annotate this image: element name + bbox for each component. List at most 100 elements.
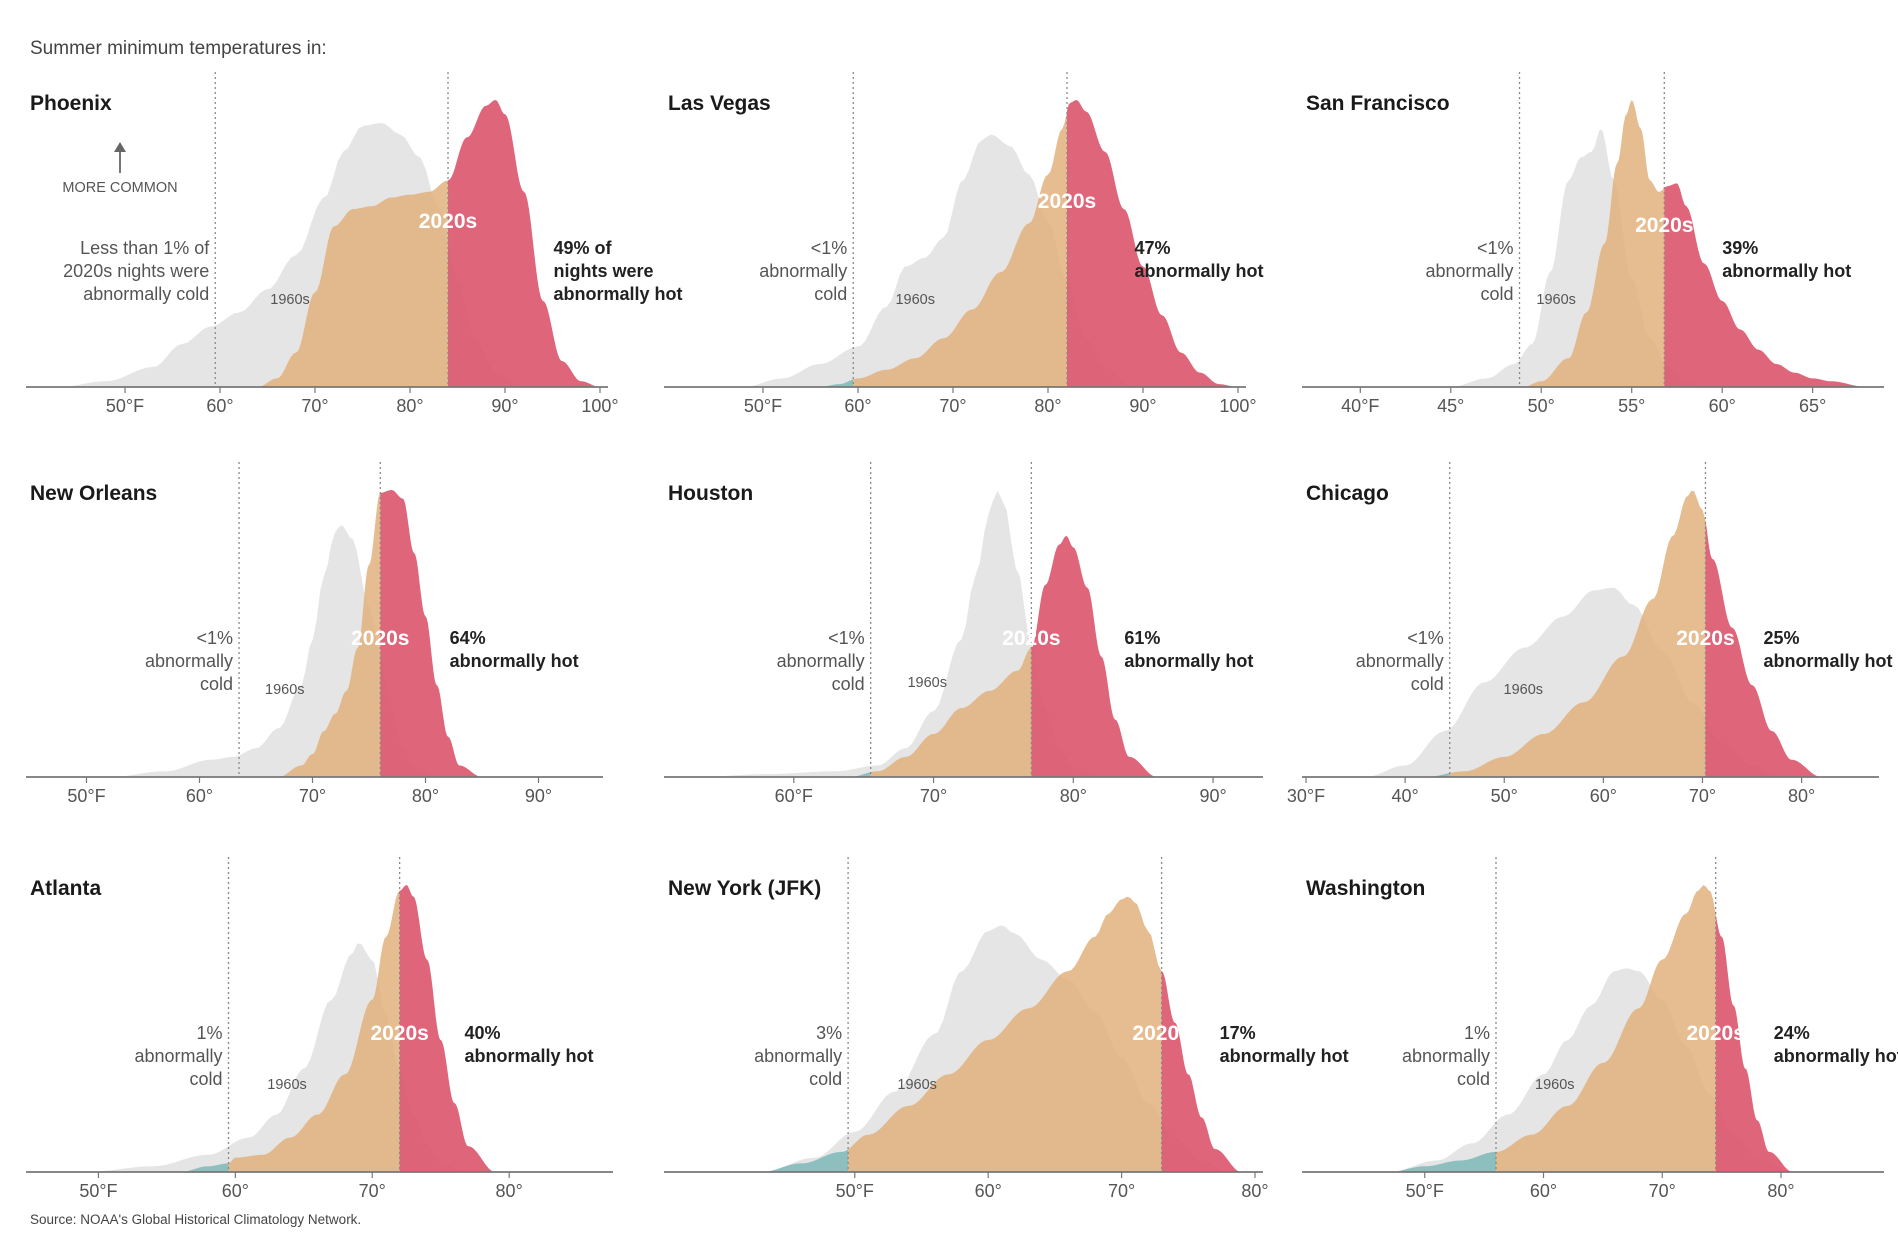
hot-area — [448, 100, 600, 387]
chart-title: Houston — [668, 482, 754, 505]
old-decade-label: 1960s — [1503, 682, 1544, 698]
x-tick-label: 80° — [1788, 786, 1815, 806]
hot-annotation: 39% abnormally hot — [1722, 238, 1852, 281]
x-tick-label: 80° — [1767, 1181, 1794, 1201]
x-tick-label: 90° — [1199, 786, 1226, 806]
chart-title: Atlanta — [30, 877, 102, 900]
cold-annotation: <1% abnormally cold — [759, 238, 848, 304]
cold-area — [849, 772, 871, 777]
old-decade-label: 1960s — [897, 1077, 937, 1093]
normal-area — [870, 647, 1032, 777]
normal-area — [228, 890, 400, 1172]
hot-area — [1161, 971, 1242, 1172]
x-tick-label: 60° — [975, 1181, 1002, 1201]
x-tick-label: 50° — [1491, 786, 1518, 806]
more-common-label: MORE COMMON — [62, 180, 178, 196]
old-decade-label: 1960s — [1536, 292, 1576, 308]
chart-title: Washington — [1306, 877, 1426, 900]
x-tick-label: 70° — [301, 396, 328, 416]
x-tick-label: 50°F — [79, 1181, 117, 1201]
old-decade-label: 1960s — [895, 292, 935, 308]
old-decade-label: 1960s — [907, 675, 947, 691]
hot-annotation: 49% of nights were abnormally hot — [553, 238, 683, 304]
up-arrow-icon — [114, 142, 126, 173]
cold-annotation: 1% abnormally cold — [1401, 1023, 1490, 1089]
old-decade-label: 1960s — [1535, 1077, 1575, 1093]
new-decade-label: 2020s — [418, 210, 478, 233]
cold-annotation: <1% abnormally cold — [1355, 628, 1444, 694]
new-decade-label: 2020s — [1686, 1022, 1745, 1045]
x-tick-label: 50°F — [836, 1181, 874, 1201]
x-tick-label: 50° — [1528, 396, 1555, 416]
hot-area — [1067, 100, 1238, 387]
new-decade-label: 2020s — [1676, 627, 1735, 650]
x-tick-label: 60°F — [775, 786, 813, 806]
cold-annotation: 1% abnormally cold — [134, 1023, 223, 1089]
x-tick-label: 60° — [222, 1181, 249, 1201]
cold-area — [1389, 1151, 1496, 1172]
hot-annotation: 61% abnormally hot — [1124, 628, 1254, 671]
x-tick-label: 30°F — [1287, 786, 1325, 806]
hot-area — [1664, 183, 1867, 387]
new-decade-label: 2020s — [370, 1022, 429, 1045]
density-chart-washington: 50°F 60° 70° 80° — [1302, 857, 1884, 1201]
cold-area — [180, 1163, 229, 1172]
x-tick-label: 65° — [1799, 396, 1826, 416]
normal-area — [1496, 885, 1716, 1172]
panel-new-orleans: 50°F 60° 70° 80° 90° New Orleans <1% abnormally… — [26, 462, 630, 852]
chart-intro: Summer minimum temperatures in: — [30, 38, 327, 59]
x-tick-label: 50°F — [67, 786, 105, 806]
hot-area — [1715, 913, 1793, 1172]
new-decade-label: 2020s — [351, 627, 410, 650]
hot-annotation: 64% abnormally hot — [449, 628, 579, 671]
x-tick-label: 60° — [186, 786, 213, 806]
x-tick-label: 70° — [939, 396, 966, 416]
x-tick-label: 80° — [396, 396, 423, 416]
chart-title: New York (JFK) — [668, 877, 822, 900]
density-chart-las-vegas: 50°F 60° 70° 80° 90° 100° — [664, 72, 1257, 416]
x-tick-label: 50°F — [106, 396, 144, 416]
normal-area — [258, 180, 448, 387]
x-tick-label: 60° — [1590, 786, 1617, 806]
chart-title: Phoenix — [30, 92, 112, 115]
x-tick-label: 50°F — [1406, 1181, 1444, 1201]
x-tick-label: 80° — [412, 786, 439, 806]
x-tick-label: 70° — [1689, 786, 1716, 806]
x-tick-label: 70° — [920, 786, 947, 806]
density-chart-new-orleans: 50°F 60° 70° 80° 90° — [26, 462, 603, 806]
new-decade-label: 2020s — [1002, 627, 1061, 650]
density-chart-new-york-jfk: 50°F 60° 70° 80° — [664, 857, 1269, 1201]
density-chart-phoenix: 50°F 60° 70° 80° 90° 100° — [26, 72, 619, 416]
x-tick-label: 90° — [491, 396, 518, 416]
normal-area — [278, 492, 381, 777]
cold-annotation: <1% abnormally cold — [1425, 238, 1514, 304]
x-tick-label: 60° — [1709, 396, 1736, 416]
panel-san-francisco: 40°F 45° 50° 55° 60° 65° San Francisco <1% abnor… — [1302, 72, 1898, 462]
x-tick-label: 55° — [1618, 396, 1645, 416]
cold-annotation: <1% abnormally cold — [145, 628, 234, 694]
normal-area — [853, 110, 1067, 388]
density-chart-houston: 60°F 70° 80° 90° — [664, 462, 1263, 806]
cold-annotation: Less than 1% of 2020s nights were abnormal… — [63, 238, 210, 304]
new-decade-label: 2020s — [1635, 214, 1694, 237]
normal-area — [1449, 490, 1706, 777]
cold-annotation: <1% abnormally cold — [776, 628, 865, 694]
hot-annotation: 24% abnormally hot — [1773, 1023, 1898, 1066]
x-tick-label: 60° — [844, 396, 871, 416]
chart-title: New Orleans — [30, 482, 158, 505]
chart-title: Chicago — [1306, 482, 1389, 505]
normal-area — [1523, 100, 1665, 387]
density-chart-chicago: 30°F 40° 50° 60° 70° 80° — [1287, 462, 1879, 806]
cold-annotation: 3% abnormally cold — [754, 1023, 843, 1089]
x-tick-label: 45° — [1437, 396, 1464, 416]
old-decade-label: 1960s — [265, 682, 305, 698]
cold-area — [761, 1149, 849, 1172]
hot-annotation: 47% abnormally hot — [1134, 238, 1264, 281]
cold-area — [1424, 773, 1450, 777]
hot-area — [380, 490, 482, 777]
old-decade-label: 1960s — [270, 292, 310, 308]
x-tick-label: 60° — [206, 396, 233, 416]
x-tick-label: 80° — [1034, 396, 1061, 416]
normal-area — [848, 896, 1162, 1172]
